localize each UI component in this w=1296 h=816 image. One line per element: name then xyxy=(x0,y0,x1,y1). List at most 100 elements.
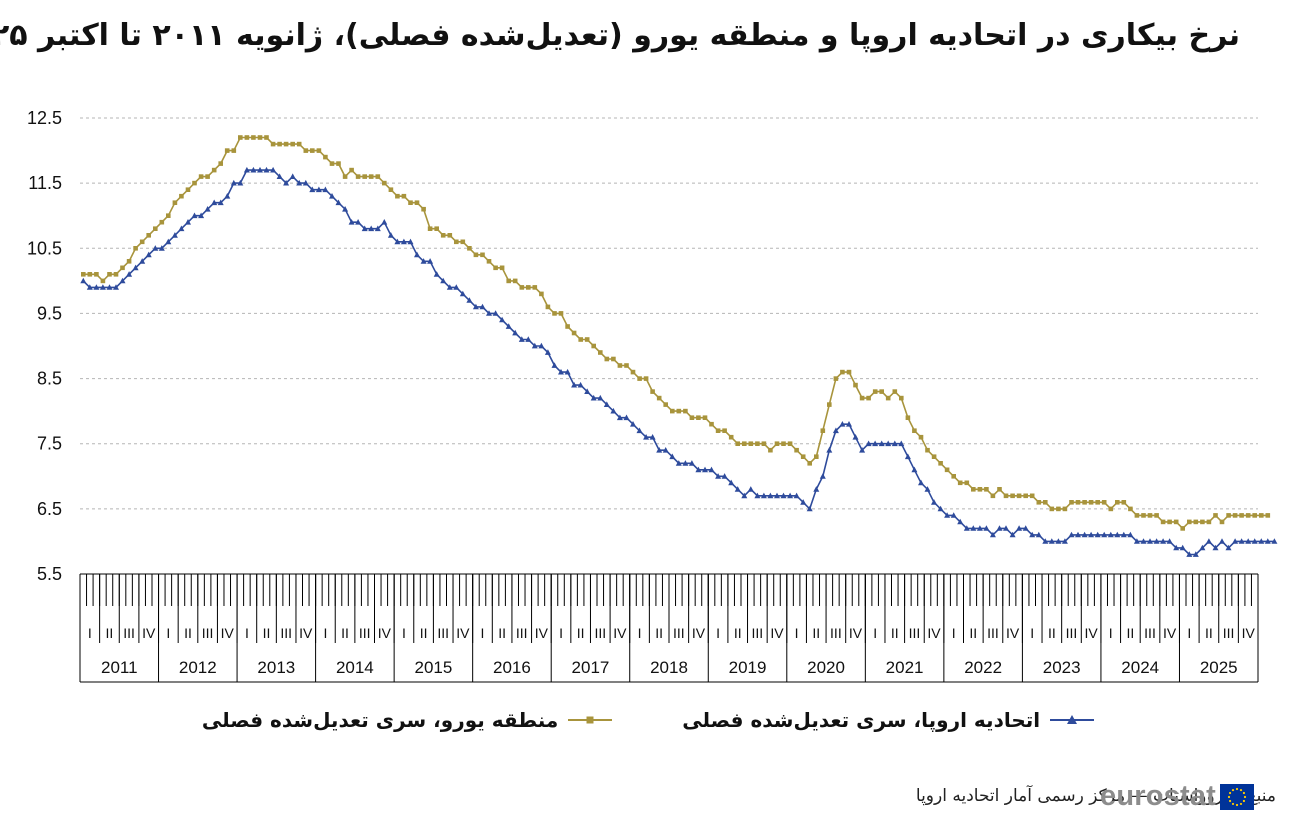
data-point-square xyxy=(552,311,557,316)
quarter-tick-label: II xyxy=(498,625,506,641)
data-point-square xyxy=(571,330,577,336)
data-point-triangle xyxy=(224,193,231,199)
data-point-square xyxy=(1154,513,1159,518)
data-point-square xyxy=(368,174,374,179)
data-point-triangle xyxy=(165,238,172,245)
data-point-triangle xyxy=(505,323,512,329)
data-point-triangle xyxy=(970,525,977,531)
data-point-square xyxy=(925,447,930,453)
data-point-triangle xyxy=(198,212,205,219)
quarter-tick-label: I xyxy=(952,625,956,641)
quarter-tick-label: III xyxy=(594,625,606,641)
year-tick-label: 2018 xyxy=(650,658,688,677)
data-point-triangle xyxy=(551,362,558,368)
data-point-square xyxy=(1128,506,1133,512)
year-tick-label: 2025 xyxy=(1200,658,1238,677)
data-point-square xyxy=(1082,500,1087,505)
data-point-triangle xyxy=(348,219,355,225)
data-point-triangle xyxy=(1212,544,1219,551)
legend-label-euro-area: منطقه یورو، سری تعدیل‌شده فصلی xyxy=(201,708,559,732)
data-point-triangle xyxy=(296,179,303,186)
data-point-triangle xyxy=(996,525,1003,531)
data-point-triangle xyxy=(342,206,349,212)
flag-star xyxy=(1228,791,1232,794)
data-point-triangle xyxy=(407,238,414,245)
year-tick-label: 2013 xyxy=(257,658,295,677)
data-point-triangle xyxy=(1094,531,1101,538)
data-point-triangle xyxy=(518,336,525,342)
data-point-square xyxy=(944,467,950,473)
data-point-triangle xyxy=(374,225,381,232)
data-point-triangle xyxy=(479,303,486,310)
data-point-triangle xyxy=(787,492,794,499)
year-tick-label: 2023 xyxy=(1043,658,1081,677)
data-point-triangle xyxy=(708,466,715,473)
data-point-triangle xyxy=(1199,544,1206,551)
quarter-tick-label: II xyxy=(734,625,742,641)
data-point-square xyxy=(107,272,112,277)
data-point-square xyxy=(218,161,223,166)
data-point-triangle xyxy=(1042,538,1049,544)
data-point-square xyxy=(1200,519,1205,525)
data-point-triangle xyxy=(1081,531,1088,538)
data-point-triangle xyxy=(865,440,872,447)
eurostat-logo-text: eurostat xyxy=(1100,780,1217,812)
gridlines xyxy=(80,117,1258,575)
data-point-triangle xyxy=(499,316,506,323)
data-point-square xyxy=(1049,506,1055,512)
data-point-triangle xyxy=(355,219,362,225)
legend-swatch-euro-area xyxy=(568,716,613,724)
data-point-square xyxy=(872,389,878,394)
data-point-triangle xyxy=(145,251,152,258)
data-point-square xyxy=(290,141,295,147)
data-point-square xyxy=(755,441,760,446)
quarter-tick-label: I xyxy=(716,625,720,641)
data-point-triangle xyxy=(1088,531,1095,538)
data-point-triangle xyxy=(610,407,617,414)
data-point-triangle xyxy=(368,225,375,232)
data-point-square xyxy=(519,285,525,290)
data-point-triangle xyxy=(158,245,165,251)
data-point-square xyxy=(840,369,845,375)
data-point-triangle xyxy=(211,199,218,206)
data-point-triangle xyxy=(1114,531,1121,538)
quarter-tick-label: I xyxy=(402,625,406,641)
data-point-triangle xyxy=(859,447,866,453)
quarter-tick-label: III xyxy=(1223,625,1235,641)
data-point-triangle xyxy=(800,499,807,505)
data-point-triangle xyxy=(931,499,937,505)
data-point-square xyxy=(696,415,701,420)
data-point-square xyxy=(971,487,976,492)
data-point-triangle xyxy=(309,186,316,193)
data-point-square xyxy=(591,343,596,349)
y-tick-label: 6.5 xyxy=(37,499,62,519)
data-point-square xyxy=(270,141,276,147)
data-point-square xyxy=(224,148,230,153)
data-point-square xyxy=(918,434,924,440)
quarter-tick-label: III xyxy=(1144,625,1156,641)
year-tick-label: 2022 xyxy=(964,658,1002,677)
data-point-triangle xyxy=(1192,551,1199,557)
data-point-square xyxy=(683,408,688,414)
data-point-square xyxy=(663,402,668,407)
flag-star xyxy=(1231,802,1235,805)
data-point-triangle xyxy=(1120,531,1127,538)
legend: اتحادیه اروپا، سری تعدیل‌شده فصلی منطقه … xyxy=(0,704,1296,736)
data-point-triangle xyxy=(512,329,519,336)
data-point-triangle xyxy=(846,421,852,427)
flag-star xyxy=(1242,791,1246,794)
data-point-square xyxy=(434,226,439,231)
y-tick-label: 5.5 xyxy=(37,564,62,584)
data-point-triangle xyxy=(760,492,767,499)
flag-star xyxy=(1239,802,1243,805)
data-point-triangle xyxy=(780,492,787,499)
data-point-square xyxy=(87,272,93,277)
data-point-triangle xyxy=(688,460,695,466)
data-point-triangle xyxy=(446,284,453,290)
data-point-square xyxy=(1115,500,1120,505)
data-point-square xyxy=(1036,500,1042,505)
data-point-triangle xyxy=(623,414,630,421)
data-point-square xyxy=(100,278,106,284)
data-point-triangle xyxy=(1061,538,1068,544)
data-point-square xyxy=(185,187,191,192)
